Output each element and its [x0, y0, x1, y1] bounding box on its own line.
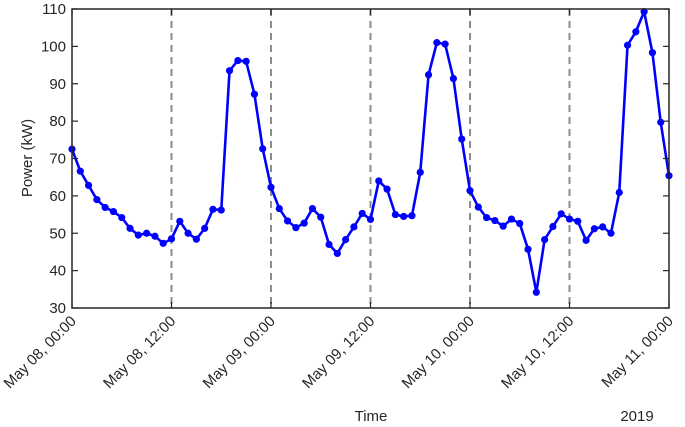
y-tick-label: 100 [41, 38, 66, 55]
x-tick-label: May 10, 12:00 [498, 313, 577, 392]
x-tick-label: May 11, 00:00 [598, 313, 676, 391]
y-axis-label: Power (kW) [19, 119, 36, 197]
x-tick-label: May 09, 00:00 [200, 313, 279, 392]
data-point [491, 216, 499, 225]
y-tick-label: 30 [49, 300, 66, 317]
data-point [623, 41, 632, 49]
year-label: 2019 [620, 408, 653, 425]
data-point [433, 39, 441, 47]
data-point [400, 212, 408, 221]
y-tick-label: 110 [42, 1, 66, 18]
data-point [582, 236, 590, 244]
data-point [590, 225, 598, 233]
data-point [648, 49, 657, 57]
y-tick-label: 60 [49, 188, 66, 205]
data-point [167, 235, 176, 243]
data-point [184, 229, 192, 237]
x-tick-label: May 10, 00:00 [399, 313, 478, 392]
data-point [449, 74, 458, 83]
data-point [101, 203, 109, 212]
y-tick-label: 90 [49, 76, 66, 93]
data-point [118, 213, 126, 222]
x-axis-label: Time [355, 408, 388, 425]
data-point [358, 209, 366, 218]
data-point [375, 177, 383, 185]
data-point [424, 71, 433, 79]
data-point [176, 217, 184, 225]
data-point [350, 223, 358, 231]
data-point [84, 181, 93, 190]
data-point [532, 288, 540, 296]
data-point [126, 224, 134, 232]
data-point [416, 168, 424, 176]
data-point [441, 40, 449, 48]
data-point [499, 222, 507, 230]
y-tick-label: 70 [49, 151, 66, 168]
data-point [134, 231, 142, 239]
data-point [366, 215, 375, 224]
data-point [516, 219, 524, 228]
data-point [234, 56, 242, 65]
data-point [657, 118, 665, 126]
data-point [565, 215, 574, 223]
y-tick-label: 80 [49, 113, 66, 130]
data-point [574, 217, 582, 225]
data-point [541, 236, 549, 244]
data-point [333, 249, 341, 258]
data-point [342, 236, 350, 244]
data-point [259, 145, 267, 153]
data-point [283, 217, 292, 225]
data-point [507, 215, 516, 223]
axes: 30 40 50 60 70 80 90 100 110 May 08, 00:00 May 08,… [1, 1, 677, 392]
data-point [217, 206, 225, 214]
data-point [632, 28, 640, 36]
data-point [474, 203, 482, 211]
data-point [225, 67, 234, 75]
series-layer [68, 8, 673, 296]
data-point [250, 90, 259, 98]
data-point [607, 229, 615, 237]
x-tick-label: May 09, 12:00 [299, 313, 378, 392]
data-point [466, 187, 474, 195]
data-point [615, 188, 623, 197]
data-point [201, 224, 209, 232]
data-point [93, 196, 101, 204]
data-point [151, 232, 159, 240]
y-tick-label: 50 [49, 225, 66, 242]
data-point [109, 207, 118, 216]
data-point [292, 224, 300, 232]
data-point [549, 222, 557, 231]
data-point [242, 57, 250, 65]
data-point [159, 239, 167, 247]
y-tick-label: 40 [49, 263, 66, 280]
x-tick-label: May 08, 00:00 [1, 313, 80, 392]
data-point [640, 8, 648, 16]
data-point [408, 212, 416, 220]
data-point [275, 204, 283, 213]
data-point [391, 210, 399, 219]
data-point [458, 135, 466, 143]
data-point [76, 167, 84, 175]
data-point [209, 205, 217, 213]
data-point [267, 183, 275, 191]
data-point [300, 219, 308, 227]
data-point [599, 223, 607, 231]
data-point [383, 185, 391, 193]
data-point [192, 235, 200, 243]
data-point [143, 229, 151, 237]
data-point [524, 245, 532, 253]
data-point [308, 204, 317, 213]
data-point [317, 213, 325, 221]
data-point [325, 240, 333, 249]
data-point [557, 210, 565, 218]
x-tick-label: May 08, 12:00 [100, 313, 179, 392]
gridlines [170, 9, 571, 308]
data-point [482, 213, 491, 222]
